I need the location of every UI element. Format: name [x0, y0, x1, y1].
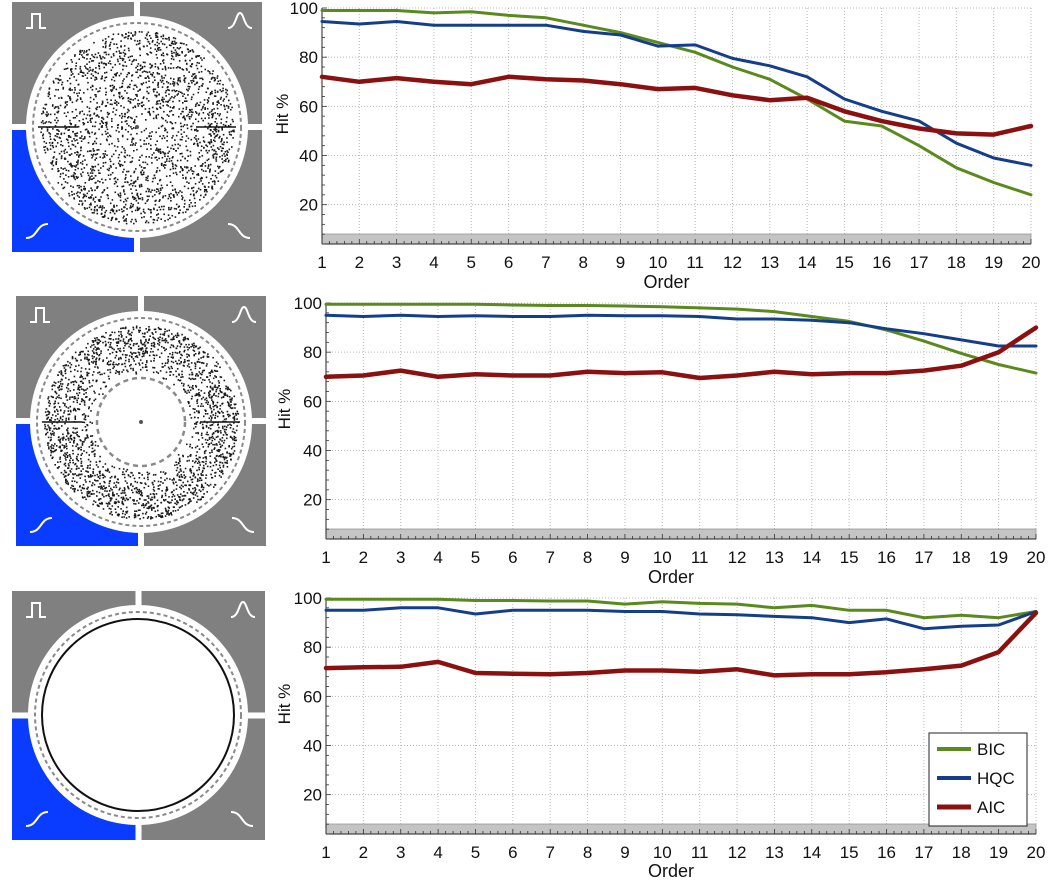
x-tick-label: 9: [620, 843, 629, 862]
x-tick-label: 13: [765, 843, 784, 862]
x-tick-label: 12: [723, 253, 742, 272]
x-tick-label: 11: [691, 843, 709, 862]
legend: BIC HQC AIC: [929, 733, 1027, 826]
x-tick-label: 3: [392, 253, 401, 272]
x-tick-label: 16: [877, 548, 896, 567]
x-tick-label: 8: [578, 253, 587, 272]
x-tick-label: 9: [616, 253, 625, 272]
x-axis-label: Order: [648, 861, 694, 881]
y-tick-label: 40: [303, 737, 322, 756]
x-tick-label: 2: [359, 843, 368, 862]
x-tick-label: 16: [877, 843, 896, 862]
y-tick-label: 40: [303, 442, 322, 461]
y-tick-label: 60: [299, 97, 318, 116]
y-tick-label: 60: [303, 392, 322, 411]
legend-label-bic: BIC: [977, 740, 1005, 759]
y-tick-label: 20: [303, 786, 322, 805]
x-tick-label: 2: [359, 548, 368, 567]
y-axis-label: Hit %: [275, 389, 294, 430]
x-tick-label: 3: [396, 843, 405, 862]
x-tick-label: 15: [840, 548, 859, 567]
x-tick-label: 17: [914, 843, 933, 862]
x-tick-label: 7: [545, 548, 554, 567]
x-tick-label: 5: [467, 253, 476, 272]
x-tick-label: 8: [583, 843, 592, 862]
y-tick-label: 40: [299, 147, 318, 166]
x-tick-label: 14: [802, 843, 821, 862]
x-tick-label: 11: [686, 253, 704, 272]
y-tick-label: 80: [299, 48, 318, 67]
x-tick-label: 11: [691, 548, 709, 567]
chart-2: 1 2 3 4 5 6 7 8 9 10 11 12 13 14 15 16 17 18 19 20204060801…: [275, 294, 1045, 587]
y-tick-label: 100: [294, 589, 322, 608]
baseline-band: [326, 529, 1036, 539]
x-tick-label: 16: [872, 253, 891, 272]
x-tick-label: 1: [321, 843, 330, 862]
x-tick-label: 4: [433, 548, 442, 567]
x-tick-label: 19: [989, 548, 1008, 567]
y-tick-label: 80: [303, 638, 322, 657]
x-axis-label: Order: [648, 567, 694, 587]
x-tick-label: 4: [429, 253, 438, 272]
x-tick-label: 10: [653, 843, 672, 862]
x-tick-label: 8: [583, 548, 592, 567]
y-tick-label: 20: [299, 196, 318, 215]
plot-area: [326, 303, 1036, 539]
baseline-band: [322, 234, 1031, 244]
x-tick-label: 18: [952, 843, 971, 862]
x-tick-label: 7: [541, 253, 550, 272]
y-tick-label: 80: [303, 343, 322, 362]
x-tick-label: 10: [653, 548, 672, 567]
x-tick-label: 17: [910, 253, 929, 272]
x-tick-label: 13: [760, 253, 779, 272]
x-tick-label: 20: [1022, 253, 1041, 272]
x-tick-label: 13: [765, 548, 784, 567]
x-tick-label: 9: [620, 548, 629, 567]
legend-label-aic: AIC: [977, 798, 1005, 817]
x-tick-label: 1: [321, 548, 330, 567]
x-tick-label: 5: [471, 843, 480, 862]
y-axis-label: Hit %: [273, 94, 292, 135]
x-tick-label: 4: [433, 843, 442, 862]
x-tick-label: 2: [355, 253, 364, 272]
y-tick-label: 100: [290, 0, 318, 18]
x-tick-label: 6: [508, 548, 517, 567]
legend-label-hqc: HQC: [977, 769, 1015, 788]
x-tick-label: 18: [952, 548, 971, 567]
x-tick-label: 5: [471, 548, 480, 567]
chart-3: 1 2 3 4 5 6 7 8 9 10 11 12 13 14 15 16 17 18 19 20204060801…: [275, 589, 1045, 881]
y-tick-label: 100: [294, 294, 322, 313]
thumbnail-center-dot: [135, 125, 139, 129]
thumbnail-3: [12, 591, 265, 840]
y-tick-label: 20: [303, 491, 322, 510]
x-tick-label: 12: [728, 843, 747, 862]
thumbnail-center-dot: [139, 420, 143, 424]
x-tick-label: 17: [914, 548, 933, 567]
x-tick-label: 7: [545, 843, 554, 862]
y-axis-label: Hit %: [275, 684, 294, 725]
thumbnail-1: [12, 2, 262, 252]
x-tick-label: 15: [840, 843, 859, 862]
x-tick-label: 20: [1027, 843, 1046, 862]
chart-1: 1 2 3 4 5 6 7 8 9 10 11 12 13 14 15 16 17 18 19 20204060801…: [273, 0, 1040, 292]
thumbnail-white-ring: [28, 605, 248, 825]
thumbnail-2: [16, 296, 266, 546]
x-tick-label: 6: [504, 253, 513, 272]
x-tick-label: 3: [396, 548, 405, 567]
x-tick-label: 1: [317, 253, 326, 272]
x-axis-label: Order: [643, 272, 689, 292]
x-tick-label: 14: [798, 253, 817, 272]
x-tick-label: 20: [1027, 548, 1046, 567]
y-tick-label: 60: [303, 687, 322, 706]
x-tick-label: 14: [802, 548, 821, 567]
x-tick-label: 18: [947, 253, 966, 272]
x-tick-label: 19: [984, 253, 1003, 272]
x-tick-label: 6: [508, 843, 517, 862]
x-tick-label: 10: [648, 253, 667, 272]
x-tick-label: 12: [728, 548, 747, 567]
x-tick-label: 15: [835, 253, 854, 272]
x-tick-label: 19: [989, 843, 1008, 862]
